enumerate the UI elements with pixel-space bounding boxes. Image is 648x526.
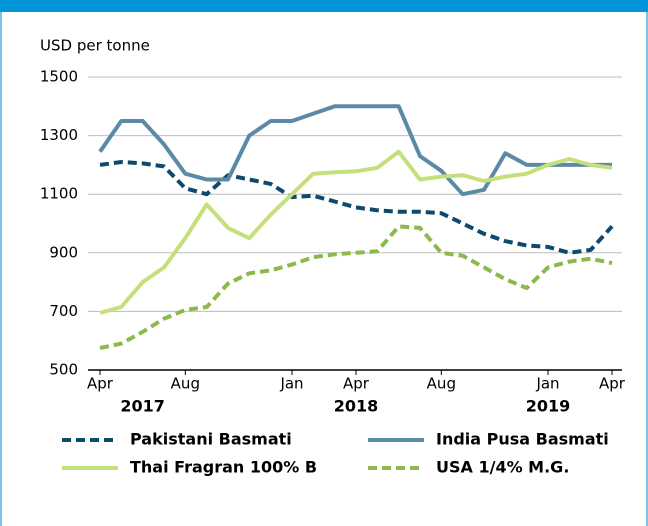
series-line xyxy=(99,224,613,350)
x-tick-label: Apr xyxy=(87,375,114,393)
y-tick-label: 1500 xyxy=(40,68,78,86)
legend-label: USA 1/4% M.G. xyxy=(436,458,569,477)
top-bar xyxy=(0,0,648,12)
x-tick-label: Jan xyxy=(535,375,559,393)
x-tick-label: Aug xyxy=(171,375,200,393)
x-tick-label: Aug xyxy=(427,375,456,393)
x-tick-label: Apr xyxy=(343,375,370,393)
y-tick-label: 700 xyxy=(49,302,78,320)
legend-label: Thai Fragran 100% B xyxy=(130,458,317,477)
x-tick-label: Jan xyxy=(279,375,303,393)
y-tick-label: 900 xyxy=(49,243,78,261)
year-label: 2018 xyxy=(334,397,379,416)
y-tick-label: 500 xyxy=(49,361,78,379)
legend-label: India Pusa Basmati xyxy=(436,430,609,449)
year-label: 2017 xyxy=(120,397,165,416)
x-tick-label: Apr xyxy=(599,375,626,393)
y-tick-label: 1300 xyxy=(40,126,78,144)
legend-label: Pakistani Basmati xyxy=(130,430,292,449)
y-tick-label: 1100 xyxy=(40,185,78,203)
series-line xyxy=(99,149,613,315)
series-line xyxy=(98,104,612,197)
y-axis-label: USD per tonne xyxy=(40,37,150,55)
year-label: 2019 xyxy=(526,397,571,416)
